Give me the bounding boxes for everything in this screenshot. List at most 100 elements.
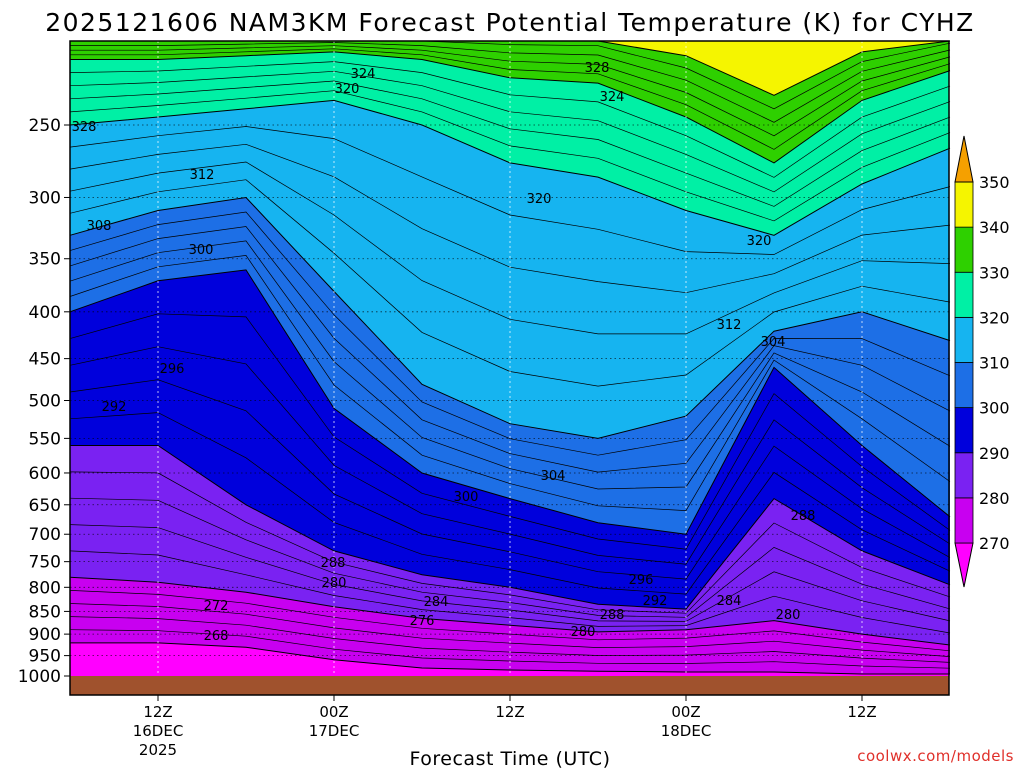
contour-label: 292 bbox=[102, 400, 127, 415]
contour-label: 312 bbox=[717, 318, 742, 333]
isentrope-minor bbox=[69, 80, 951, 207]
colorbar-label: 350 bbox=[979, 173, 1010, 192]
colorbar-label: 290 bbox=[979, 444, 1010, 463]
isentrope-minor bbox=[69, 90, 951, 222]
contour-label: 328 bbox=[72, 120, 97, 135]
colorbar-bin bbox=[954, 271, 974, 318]
y-axis: 250 300 350 400 450 500 550 600 650 700 750 800 850 9… bbox=[18, 116, 70, 687]
x-tick-label: 12Z bbox=[143, 703, 172, 721]
contour-label: 292 bbox=[643, 594, 668, 609]
isentrope-270 bbox=[70, 642, 950, 675]
y-tick-label: 650 bbox=[29, 496, 61, 516]
y-tick-label: 950 bbox=[29, 647, 61, 667]
colorbar-bin bbox=[954, 181, 974, 228]
y-tick-label: 750 bbox=[29, 553, 61, 573]
x-tick-label: 17DEC bbox=[309, 722, 360, 740]
colorbar-bin bbox=[954, 226, 974, 273]
colorbar-label: 270 bbox=[979, 534, 1010, 553]
contour-label: 296 bbox=[160, 362, 185, 377]
x-tick-label: 18DEC bbox=[661, 722, 712, 740]
isentrope-minor bbox=[69, 226, 951, 473]
contour-label: 280 bbox=[322, 576, 347, 591]
contour-label: 288 bbox=[791, 509, 816, 524]
y-tick-label: 450 bbox=[29, 350, 61, 370]
y-tick-label: 800 bbox=[29, 578, 61, 598]
plot-area: 3243283203283243203123203083123003042962… bbox=[69, 40, 951, 696]
ground-surface bbox=[70, 676, 949, 695]
contour-label: 284 bbox=[717, 594, 742, 609]
colorbar-bin bbox=[954, 497, 974, 544]
isentrope-minor bbox=[69, 255, 951, 511]
colorbar-bin bbox=[954, 452, 974, 499]
isentrope-310 bbox=[69, 196, 951, 439]
x-axis-label: Forecast Time (UTC) bbox=[410, 748, 611, 768]
contour-label: 304 bbox=[761, 335, 786, 350]
isentrope-minor bbox=[69, 346, 951, 565]
credit-text: coolwx.com/models bbox=[857, 747, 1014, 765]
isentrope-300 bbox=[69, 269, 951, 535]
isentrope-minor bbox=[69, 590, 951, 652]
colorbar-label: 340 bbox=[979, 218, 1010, 237]
x-tick-label: 12Z bbox=[847, 703, 876, 721]
colorbar-label: 310 bbox=[979, 354, 1010, 373]
isentrope-minor bbox=[69, 240, 951, 490]
colorbar-max-arrow bbox=[954, 135, 974, 183]
y-tick-label: 300 bbox=[29, 188, 61, 208]
contour-labels: 3243283203283243203123203083123003042962… bbox=[72, 61, 816, 644]
contour-label: 268 bbox=[204, 629, 229, 644]
contour-label: 320 bbox=[747, 234, 772, 249]
colorbar-label: 300 bbox=[979, 399, 1010, 418]
y-tick-label: 500 bbox=[29, 392, 61, 412]
colorbar-bin bbox=[954, 407, 974, 454]
contour-label: 328 bbox=[585, 61, 610, 76]
contour-label: 280 bbox=[776, 608, 801, 623]
contour-label: 296 bbox=[629, 573, 654, 588]
y-tick-label: 600 bbox=[29, 464, 61, 484]
contour-label: 276 bbox=[410, 614, 435, 629]
colorbar: 270 280 290 300 310 320 330 340 350 bbox=[954, 135, 1010, 588]
colorbar-label: 330 bbox=[979, 263, 1010, 282]
isentrope-minor bbox=[69, 61, 951, 178]
contour-label: 320 bbox=[527, 192, 552, 207]
isentrope-minor bbox=[69, 603, 951, 657]
x-tick-label: 00Z bbox=[319, 703, 348, 721]
contour-label: 300 bbox=[189, 243, 214, 258]
colorbar-bin bbox=[954, 362, 974, 409]
y-tick-label: 250 bbox=[29, 116, 61, 136]
y-tick-label: 550 bbox=[29, 429, 61, 449]
y-tick-label: 700 bbox=[29, 525, 61, 545]
y-tick-label: 850 bbox=[29, 602, 61, 622]
contour-label: 288 bbox=[321, 556, 346, 571]
contour-label: 304 bbox=[541, 469, 566, 484]
contour-label: 324 bbox=[351, 67, 376, 82]
contour-label: 324 bbox=[600, 90, 625, 105]
contour-label: 300 bbox=[454, 490, 479, 505]
isentrope-minor bbox=[69, 471, 951, 614]
contour-label: 312 bbox=[190, 168, 215, 183]
x-tick-label: 2025 bbox=[139, 741, 177, 759]
isentrope-minor bbox=[69, 126, 951, 255]
colorbar-min-arrow bbox=[954, 542, 974, 588]
y-tick-label: 400 bbox=[29, 303, 61, 323]
isentrope-minor bbox=[69, 161, 951, 335]
x-tick-label: 12Z bbox=[495, 703, 524, 721]
isentrope-minor bbox=[69, 412, 951, 595]
colorbar-label: 320 bbox=[979, 308, 1010, 327]
y-tick-label: 350 bbox=[29, 250, 61, 270]
chart-title: 2025121606 NAM3KM Forecast Potential Tem… bbox=[45, 8, 975, 37]
grid-lines bbox=[70, 41, 949, 676]
contour-label: 280 bbox=[571, 625, 596, 640]
isentrope-minor bbox=[69, 211, 951, 456]
y-tick-label: 1000 bbox=[18, 667, 61, 687]
y-tick-label: 900 bbox=[29, 625, 61, 645]
isentrope-280 bbox=[69, 576, 951, 646]
contour-label: 308 bbox=[87, 219, 112, 234]
isentrope-lines bbox=[69, 40, 951, 675]
band-above-340 bbox=[70, 41, 950, 96]
contour-label: 320 bbox=[335, 82, 360, 97]
isentrope-minor bbox=[69, 524, 951, 622]
contour-label: 272 bbox=[204, 599, 229, 614]
colorbar-bin bbox=[954, 316, 974, 363]
